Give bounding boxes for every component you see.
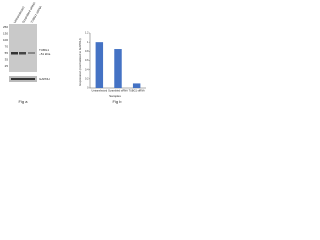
blot-band [11,78,35,80]
bar [95,42,104,88]
y-axis-label: Expression (normalized to GAPDH) [78,38,82,85]
bar [132,83,141,88]
figure: TUBG1 ~51 kDa GAPDH Fig a Fig b Samples … [3,1,146,104]
y-tick-label: 0.8 [85,50,89,53]
caption: Fig a [19,99,29,104]
marker-label: 25 [5,64,9,68]
band-label: TUBG1 [39,48,49,52]
y-tick-label: 1 [87,41,89,44]
bar [114,49,122,88]
blot-membrane [9,24,37,72]
marker-label: 70 [5,44,9,48]
marker-label: 100 [3,38,8,42]
caption: Fig b [113,99,123,104]
x-axis-label: Samples [109,94,121,98]
x-tick-label: TUBG1 siRNA [129,90,145,93]
x-tick-label: Scrambled siRNA [108,90,128,93]
blot-band [28,52,35,54]
marker-label: 55 [5,51,9,55]
y-tick-label: 1.2 [85,32,89,35]
marker-label: 35 [5,57,9,61]
marker-label: 250 [3,25,8,29]
x-tick-label: Untransfected [92,90,108,93]
band-label: GAPDH [39,77,50,81]
blot-band [19,52,26,55]
y-tick-label: 0 [87,87,89,90]
blot-band [11,52,18,55]
y-tick-label: 0.4 [85,68,89,71]
band-label: ~51 kDa [39,52,51,56]
marker-label: 130 [3,31,8,35]
y-tick-label: 0.2 [85,77,89,80]
y-tick-label: 0.6 [85,59,89,62]
